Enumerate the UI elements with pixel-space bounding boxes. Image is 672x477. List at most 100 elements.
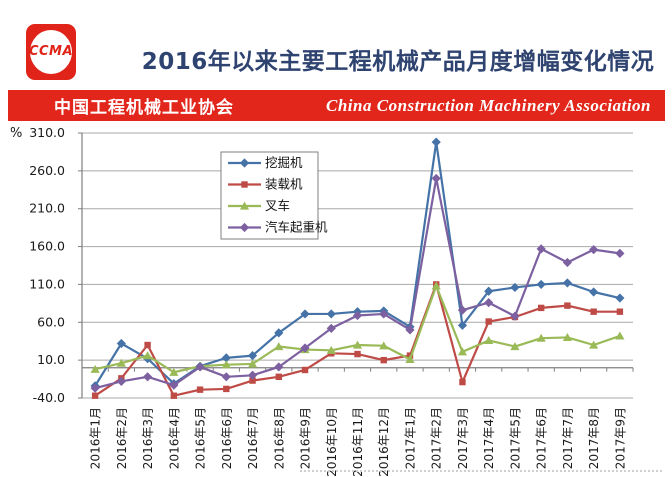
y-tick-label: 310.0: [29, 125, 65, 140]
marker-excavator: [615, 293, 625, 303]
marker-excavator: [484, 286, 494, 296]
marker-truck-crane: [589, 245, 599, 255]
y-tick-label: 160.0: [29, 239, 65, 254]
x-tick-label: 2017年8月: [587, 407, 601, 469]
marker-truck-crane: [379, 309, 389, 319]
marker-loader: [91, 392, 99, 399]
x-tick-label: 2017年4月: [482, 407, 496, 469]
x-tick-label: 2016年5月: [194, 407, 208, 469]
marker-truck-crane: [484, 298, 494, 308]
marker-truck-crane: [300, 343, 310, 353]
y-tick-label: 60.0: [37, 314, 65, 329]
x-tick-label: 2016年7月: [246, 407, 260, 469]
marker-loader: [249, 377, 256, 384]
marker-truck-crane: [431, 173, 441, 184]
marker-excavator: [536, 279, 546, 290]
marker-loader: [590, 308, 597, 315]
y-tick-label: 210.0: [29, 201, 65, 216]
marker-forklift: [536, 333, 546, 342]
legend-marker-forklift: [239, 201, 250, 210]
marker-truck-crane: [274, 362, 284, 372]
x-tick-label: 2016年11月: [351, 407, 365, 477]
page-title: 2016年以来主要工程机械产品月度增幅变化情况: [141, 49, 655, 75]
marker-excavator: [431, 137, 441, 147]
legend-marker-truck-crane: [239, 222, 250, 233]
marker-truck-crane: [510, 311, 520, 321]
marker-forklift: [90, 364, 100, 373]
y-tick-label: 110.0: [29, 276, 65, 291]
legend-box: [220, 151, 319, 240]
legend-marker-loader: [241, 181, 248, 188]
marker-forklift: [431, 281, 441, 290]
marker-forklift: [589, 340, 599, 349]
x-tick-label: 2016年6月: [220, 407, 234, 469]
marker-loader: [223, 385, 230, 393]
legend-label-loader: 装载机: [265, 177, 303, 192]
x-tick-label: 2016年8月: [272, 407, 286, 469]
x-tick-label: 2016年3月: [141, 407, 155, 469]
marker-truck-crane: [352, 310, 363, 321]
association-name-en: China Construction Machinery Association: [326, 95, 651, 115]
x-tick-label: 2016年9月: [299, 407, 313, 469]
marker-truck-crane: [90, 383, 100, 393]
marker-forklift: [326, 345, 336, 354]
marker-truck-crane: [536, 244, 546, 254]
y-tick-label: 10.0: [37, 352, 65, 367]
marker-forklift: [562, 333, 573, 342]
marker-excavator: [326, 309, 336, 319]
marker-loader: [564, 302, 571, 309]
marker-loader: [459, 378, 466, 386]
x-tick-label: 2017年2月: [430, 407, 444, 469]
marker-truck-crane: [562, 257, 573, 268]
marker-excavator: [510, 282, 520, 293]
marker-forklift: [274, 342, 284, 351]
marker-forklift: [221, 360, 231, 369]
marker-forklift: [484, 336, 494, 345]
marker-loader: [170, 392, 178, 399]
series-line-forklift: [94, 284, 621, 374]
marker-forklift: [457, 347, 468, 356]
marker-truck-crane: [247, 370, 258, 380]
x-tick-label: 2017年7月: [561, 407, 575, 469]
marker-forklift: [116, 358, 126, 367]
marker-forklift: [510, 342, 520, 351]
x-tick-label: 2016年2月: [115, 407, 129, 469]
legend-label-excavator: 挖掘机: [265, 155, 303, 170]
marker-forklift: [379, 341, 389, 350]
x-tick-label: 2016年4月: [167, 407, 181, 469]
series-line-excavator: [94, 140, 621, 387]
x-tick-label: 2017年5月: [508, 407, 522, 469]
marker-excavator: [562, 278, 573, 288]
x-tick-label: 2017年1月: [403, 407, 417, 469]
marker-loader: [380, 356, 387, 364]
marker-loader: [301, 366, 309, 374]
marker-excavator: [589, 287, 599, 297]
marker-truck-crane: [142, 372, 153, 382]
y-axis-unit-label: %: [10, 126, 23, 141]
x-tick-label: 2016年1月: [89, 407, 103, 469]
marker-loader: [616, 308, 624, 315]
marker-forklift: [169, 367, 179, 376]
growth-line-chart: 310.0 260.0 210.0 160.0 110.0 60.0 10.0 -40.0 20…: [29, 125, 634, 477]
marker-forklift: [352, 340, 363, 349]
marker-loader: [354, 350, 361, 358]
y-tick-label: -40.0: [33, 390, 65, 405]
association-banner: 中国工程机械工业协会 China Construction Machinery …: [8, 90, 665, 121]
marker-forklift: [142, 351, 153, 360]
ccma-logo: CCMA: [26, 24, 76, 80]
x-tick-label: 2017年9月: [613, 407, 627, 469]
marker-forklift: [247, 359, 258, 368]
x-tick-label: 2017年6月: [535, 407, 549, 469]
marker-truck-crane: [221, 372, 231, 382]
marker-loader: [144, 341, 151, 349]
marker-loader: [485, 318, 492, 325]
x-tick-label: 2016年12月: [377, 407, 391, 477]
marker-loader: [196, 386, 204, 393]
y-tick-label: 260.0: [29, 163, 65, 178]
marker-loader: [537, 304, 545, 312]
marker-excavator: [116, 338, 126, 349]
bottom-artifact-line: [300, 470, 662, 472]
marker-truck-crane: [169, 380, 179, 390]
x-tick-label: 2016年10月: [325, 407, 339, 477]
